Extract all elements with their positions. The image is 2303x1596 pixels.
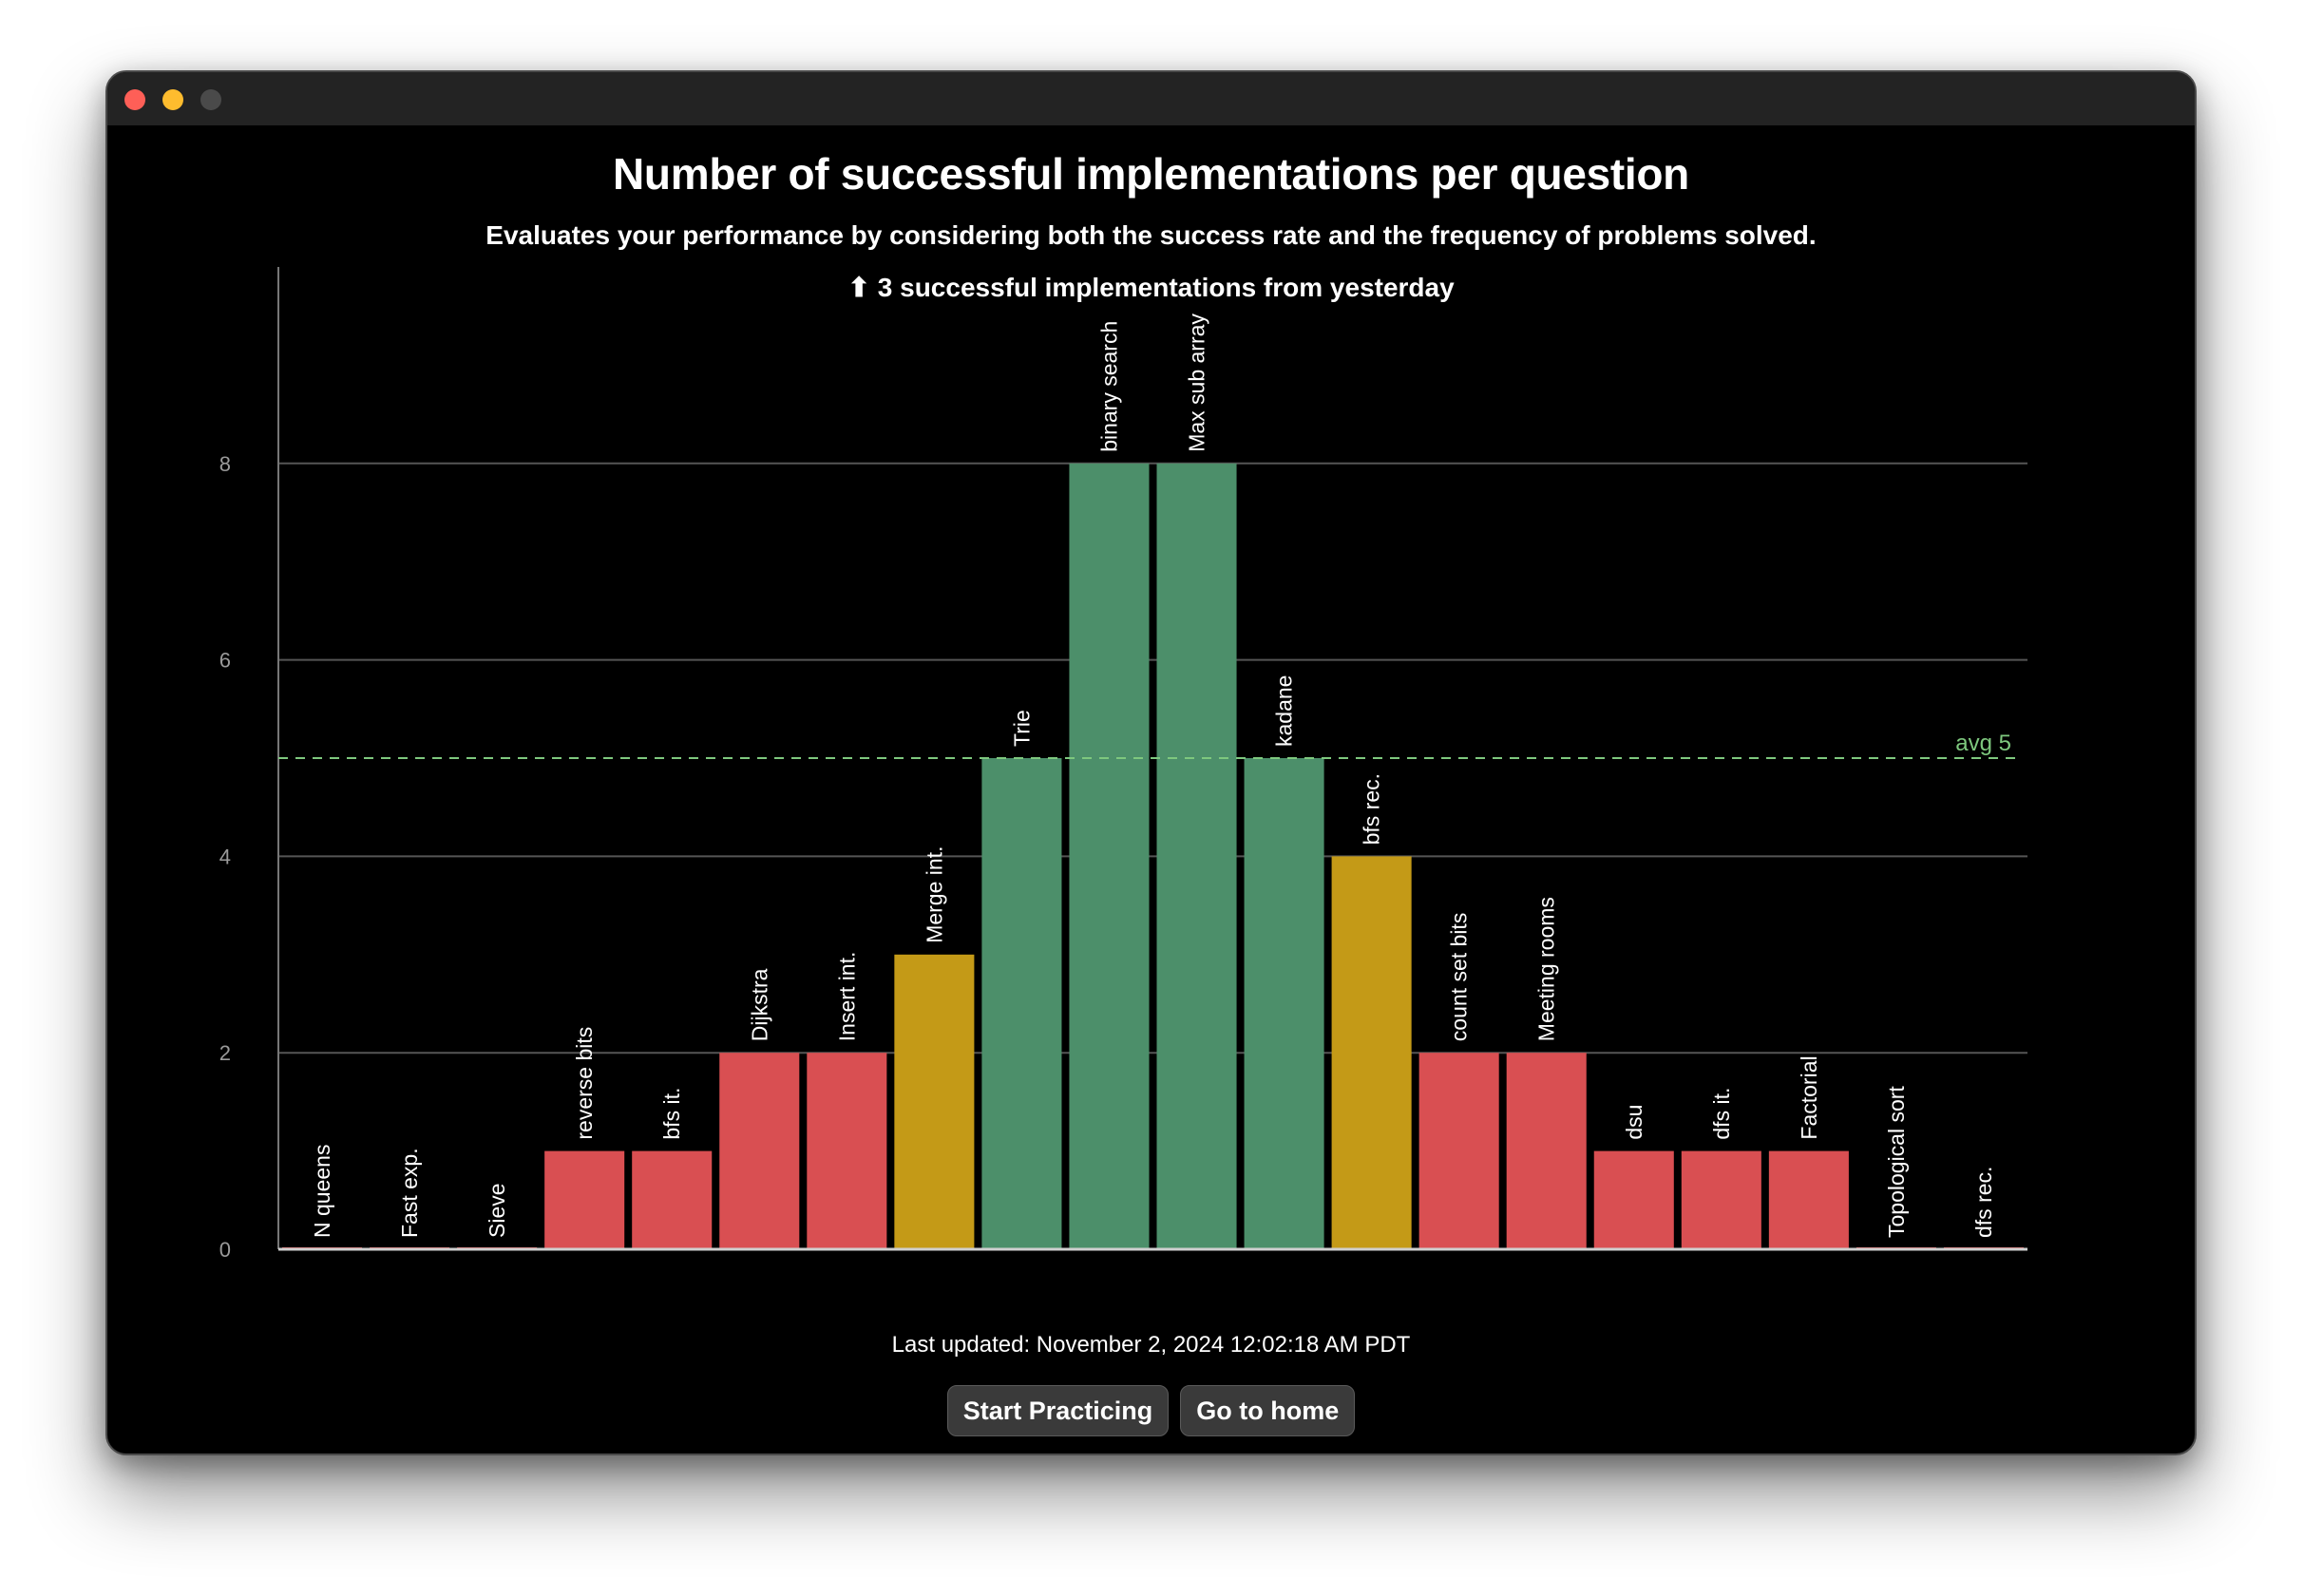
daily-change: ⬆ 3 successful implementations from yeste… [107, 272, 2195, 303]
bar-label: Topological sort [1884, 1086, 1909, 1238]
bar-label: kadane [1272, 675, 1297, 747]
y-tick-label: 6 [219, 649, 231, 673]
bar-label: Dijkstra [747, 968, 771, 1041]
start-practicing-button[interactable]: Start Practicing [946, 1385, 1170, 1436]
action-buttons: Start Practicing Go to home [107, 1385, 2195, 1436]
bar-label: Insert int. [834, 952, 859, 1042]
bar-label: dsu [1622, 1105, 1646, 1140]
maximize-window-button[interactable] [200, 89, 221, 110]
bar-label: dfs it. [1709, 1088, 1734, 1140]
minimize-window-button[interactable] [162, 89, 183, 110]
bar-label: Max sub array [1185, 314, 1209, 452]
bar [981, 758, 1062, 1249]
last-updated: Last updated: November 2, 2024 12:02:18 … [891, 1332, 1411, 1358]
daily-change-text: 3 successful implementations from yester… [877, 273, 1455, 302]
bar [632, 1150, 713, 1249]
bar-chart: 0 2 4 6 8 N queens Fast exp. Sieve reverse bits b… [219, 267, 2027, 1262]
bar [807, 1053, 887, 1249]
y-tick-label: 0 [219, 1238, 231, 1262]
y-tick-label: 4 [219, 845, 231, 868]
y-tick-label: 8 [219, 452, 231, 476]
y-tick-label: 2 [219, 1041, 231, 1065]
bar-label: N queens [310, 1145, 334, 1238]
bar-label: Sieve [485, 1183, 509, 1238]
bar [894, 954, 975, 1249]
bar-label: dfs rec. [1971, 1167, 1996, 1238]
chart-subtitle: Evaluates your performance by considerin… [485, 220, 1817, 250]
bar-label: Meeting rooms [1534, 897, 1559, 1041]
close-window-button[interactable] [124, 89, 145, 110]
arrow-up-icon: ⬆ [847, 273, 870, 302]
bar [1681, 1150, 1761, 1249]
bar [544, 1150, 625, 1249]
bar [1593, 1150, 1674, 1249]
bar-label: Factorial [1797, 1055, 1821, 1139]
average-label: avg 5 [1955, 731, 2011, 756]
bar-label: Trie [1009, 710, 1034, 747]
bar-label: Fast exp. [397, 1148, 422, 1238]
go-to-home-button[interactable]: Go to home [1180, 1385, 1356, 1436]
bar-label: binary search [1096, 321, 1121, 452]
bar-label: bfs rec. [1360, 773, 1384, 845]
bar [1418, 1053, 1499, 1249]
bar-label: bfs it. [659, 1088, 684, 1140]
bar [1768, 1150, 1849, 1249]
bar [1156, 463, 1237, 1249]
bar [1506, 1053, 1587, 1249]
bar [1244, 758, 1324, 1249]
bar [719, 1053, 800, 1249]
title-bar [107, 72, 2195, 125]
bar-label: count set bits [1447, 913, 1472, 1042]
bar-label: Merge int. [922, 846, 946, 943]
bar-label: reverse bits [572, 1027, 597, 1140]
bar [1069, 463, 1150, 1249]
chart-title: Number of successful implementations per… [613, 149, 1689, 199]
app-window: Number of successful implementations per… [105, 70, 2197, 1455]
bar [1331, 856, 1412, 1249]
